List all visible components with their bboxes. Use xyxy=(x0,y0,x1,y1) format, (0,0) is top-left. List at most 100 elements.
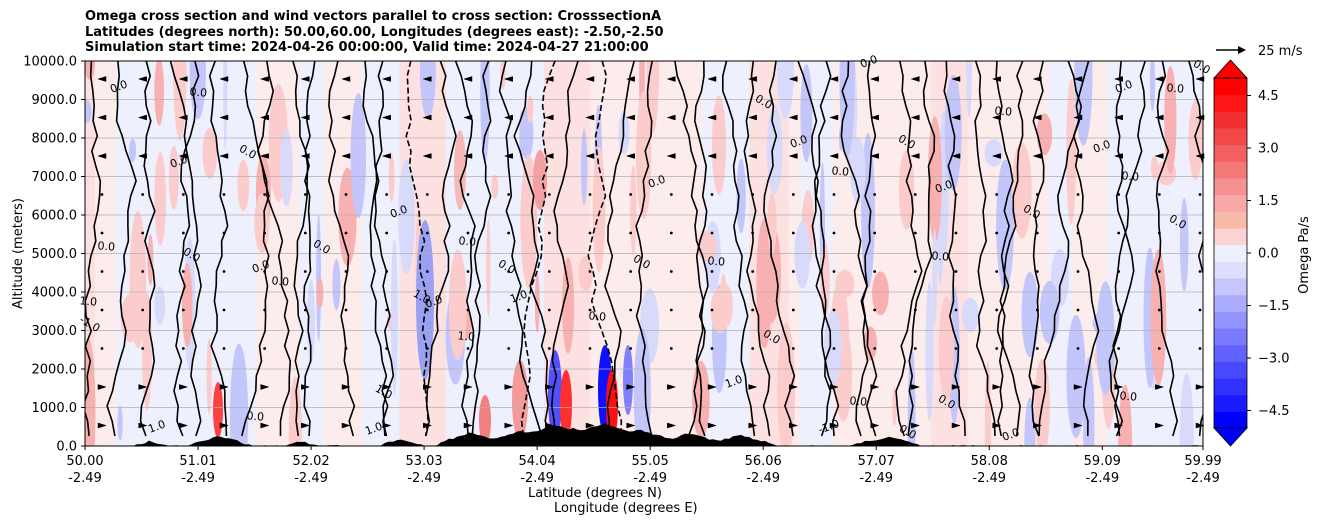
wind-vector-dot xyxy=(1157,231,1161,235)
contour-line xyxy=(256,61,292,436)
wind-vector-arrow xyxy=(301,422,311,429)
wind-vector-dot xyxy=(791,270,795,273)
contour-label: 0.0 xyxy=(994,104,1013,118)
wind-vector-arrow xyxy=(301,384,311,390)
omega-patch xyxy=(794,221,811,289)
wind-vector-dot xyxy=(1157,193,1161,196)
wind-vector-dot xyxy=(1117,193,1121,196)
colorbar-min-extend xyxy=(1213,427,1248,447)
wind-vector-dot xyxy=(181,347,185,350)
wind-vector-dot xyxy=(303,270,307,273)
contour-label: 0.0 xyxy=(189,85,208,99)
wind-vector-arrow xyxy=(748,384,758,390)
wind-vector-arrow xyxy=(910,114,920,121)
wind-vector-arrow xyxy=(667,384,677,390)
omega-patch xyxy=(154,152,166,246)
wind-vector-arrow xyxy=(625,76,635,82)
contour-label: 0.0 xyxy=(108,78,129,96)
contour-line xyxy=(369,61,389,437)
wind-vector-dot xyxy=(222,231,226,235)
wind-vector-arrow xyxy=(1033,422,1043,429)
contour-line xyxy=(1028,61,1045,437)
colorbar-level xyxy=(1214,328,1247,346)
wind-vector-dot xyxy=(629,270,633,273)
wind-vector-dot xyxy=(466,347,470,350)
colorbar-tick-label: −3.0 xyxy=(1258,352,1290,367)
wind-vector-dot xyxy=(832,193,836,196)
omega-patch xyxy=(85,61,95,80)
omega-patch xyxy=(932,228,937,326)
contour-label: 0.0 xyxy=(788,133,809,151)
wind-vector-arrow xyxy=(219,422,229,429)
wind-vector-dot xyxy=(751,231,755,235)
omega-patch xyxy=(1179,372,1194,446)
wind-vector-dot xyxy=(141,193,145,196)
wind-vector-arrow xyxy=(869,76,879,82)
wind-vector-dot xyxy=(141,347,145,350)
wind-vector-dot xyxy=(425,193,429,196)
colorbar-level xyxy=(1214,211,1247,229)
wind-vector-arrow xyxy=(991,76,1001,82)
omega-patch xyxy=(1066,314,1086,438)
wind-vector-dot xyxy=(507,193,511,196)
wind-vector-dot xyxy=(1198,270,1202,273)
wind-vector-dot xyxy=(669,231,673,235)
wind-vector-arrow xyxy=(707,76,717,82)
colorbar-level xyxy=(1214,394,1247,412)
wind-vector-dot xyxy=(507,231,511,235)
wind-vector-arrow xyxy=(951,384,961,390)
wind-vector-arrow xyxy=(911,422,921,429)
y-tick-label: 5000.0 xyxy=(32,247,78,262)
omega-patch xyxy=(168,145,179,210)
omega-patch xyxy=(280,129,293,207)
wind-vector-arrow xyxy=(747,76,757,82)
x-tick-label-lat: 59.09 xyxy=(1084,454,1121,469)
omega-patch xyxy=(1021,271,1039,358)
wind-vector-arrow xyxy=(341,76,351,82)
wind-vector-arrow xyxy=(544,114,554,121)
wind-vector-dot xyxy=(669,347,673,350)
wind-vector-arrow xyxy=(788,76,798,82)
omega-patch xyxy=(154,286,166,325)
contour-line xyxy=(292,61,309,437)
x-tick-label-lon: -2.49 xyxy=(68,471,102,486)
colorbar-level xyxy=(1214,144,1247,162)
wind-vector-arrow xyxy=(992,384,1002,390)
wind-vector-arrow xyxy=(260,384,270,390)
contour-label: 0.0 xyxy=(646,173,667,191)
omega-patch xyxy=(486,218,491,317)
wind-vector-dot xyxy=(425,231,429,235)
wind-vector-dot xyxy=(507,270,511,273)
wind-vector-arrow xyxy=(545,384,555,390)
wind-vector-arrow xyxy=(179,384,189,390)
y-axis: 0.0 1000.0 2000.0 3000.0 4000.0 5000.0 6000.0 7… xyxy=(23,55,85,455)
colorbar-level xyxy=(1214,78,1247,96)
wind-vector-dot xyxy=(751,347,755,350)
wind-vector-arrow xyxy=(870,422,880,429)
omega-patch xyxy=(390,238,398,395)
omega-patch xyxy=(316,214,322,343)
omega-patch xyxy=(237,159,250,212)
wind-vector-arrow xyxy=(219,76,229,82)
wind-vector-arrow xyxy=(504,384,514,390)
wind-vector-arrow xyxy=(463,76,473,82)
wind-vector-arrow xyxy=(869,153,879,159)
wind-vector-dot xyxy=(710,347,714,350)
wind-vector-dot xyxy=(385,231,389,235)
y-tick-label: 10000.0 xyxy=(23,55,77,70)
omega-patch xyxy=(907,344,916,446)
x-tick-label-lon: -2.49 xyxy=(294,471,328,486)
wind-vector-dot xyxy=(791,308,795,312)
wind-vector-dot xyxy=(263,231,267,235)
omega-patch xyxy=(1074,61,1093,146)
omega-patch xyxy=(288,376,302,446)
wind-vector-arrow xyxy=(423,384,433,390)
wind-vector-dot xyxy=(385,308,389,312)
wind-vector-arrow xyxy=(666,153,676,159)
omega-patch xyxy=(938,296,954,402)
wind-vector-arrow xyxy=(178,153,188,159)
contour-label: 0.0 xyxy=(933,178,954,196)
wind-vector-arrow xyxy=(463,114,473,121)
wind-vector-dot xyxy=(466,270,470,273)
wind-vector-arrow xyxy=(788,114,798,121)
